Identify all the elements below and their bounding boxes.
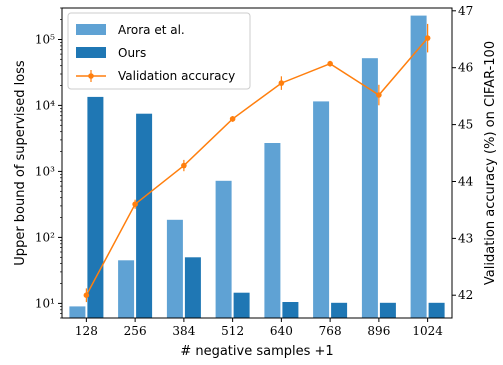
accuracy-point-640	[278, 80, 285, 86]
accuracy-point-896	[376, 92, 382, 98]
x-tick-label-256: 256	[124, 324, 147, 338]
bar-ours-256	[136, 113, 153, 318]
bar-arora-et-al-896	[361, 58, 378, 318]
accuracy-point-768	[327, 60, 333, 67]
x-tick-label-768: 768	[319, 324, 342, 338]
legend-swatch-arora	[76, 24, 106, 35]
y-tick-label: 10⁵	[35, 33, 55, 47]
bar-arora-et-al-1024	[410, 15, 427, 318]
x-tick-label-384: 384	[172, 324, 195, 338]
y-tick-label: 10⁴	[35, 98, 55, 112]
bar-arora-et-al-768	[313, 101, 330, 319]
y2-axis-title: Validation accuracy (%) on CIFAR-100	[483, 41, 498, 285]
y2-tick-label-42: 42	[458, 288, 473, 302]
x-tick-label-128: 128	[75, 324, 98, 338]
bar-ours-384	[184, 257, 201, 318]
bar-ours-640	[282, 302, 299, 318]
y-axis-title: Upper bound of supervised loss	[13, 60, 28, 266]
y2-tick-label-43: 43	[458, 231, 473, 245]
y-tick-label: 10²	[35, 230, 55, 244]
bar-arora-et-al-512	[215, 180, 232, 318]
x-tick-label-1024: 1024	[412, 324, 443, 338]
x-tick-label-512: 512	[221, 324, 244, 338]
bar-ours-768	[331, 302, 348, 318]
bar-ours-1024	[428, 302, 445, 318]
accuracy-point-128	[83, 292, 90, 299]
x-tick-label-640: 640	[270, 324, 293, 338]
bar-ours-128	[87, 96, 104, 319]
legend-label-arora: Arora et al.	[118, 23, 185, 37]
bar-arora-et-al-384	[166, 219, 183, 318]
y-tick-label: 10¹	[35, 296, 55, 310]
accuracy-point-1024	[424, 35, 431, 41]
legend-swatch-ours	[76, 47, 106, 58]
bar-ours-896	[379, 302, 396, 318]
accuracy-point-256	[132, 201, 138, 207]
legend: Arora et al. Ours Validation accuracy	[67, 12, 251, 90]
legend-box	[67, 12, 251, 90]
y2-tick-label-47: 47	[458, 4, 473, 18]
y2-tick-label-44: 44	[458, 175, 474, 189]
y2-tick-label-45: 45	[458, 118, 473, 132]
x-tick-label-896: 896	[367, 324, 390, 338]
y-tick-label: 10³	[35, 164, 55, 178]
y2-tick-label-46: 46	[458, 61, 473, 75]
bar-ours-512	[233, 292, 250, 318]
axes: 128 256 384 512 640 768 896 1024 10¹ 10² 10³ 10⁴ 10⁵…	[35, 4, 474, 338]
legend-swatch-validation-accuracy	[76, 70, 106, 82]
accuracy-line	[85, 37, 429, 296]
legend-marker	[88, 73, 94, 79]
legend-label-validation-accuracy: Validation accuracy	[118, 69, 235, 83]
plot-frame	[61, 7, 453, 319]
bar-arora-et-al-640	[264, 143, 281, 318]
bar-arora-et-al-256	[118, 260, 135, 318]
bar-arora-et-al-128	[69, 306, 86, 318]
legend-label-ours: Ours	[118, 46, 146, 60]
accuracy-point-384	[181, 162, 187, 169]
accuracy-point-512	[229, 116, 236, 122]
x-axis-title: # negative samples +1	[180, 344, 333, 359]
bars	[69, 15, 445, 319]
accuracy-line-series	[83, 23, 431, 303]
